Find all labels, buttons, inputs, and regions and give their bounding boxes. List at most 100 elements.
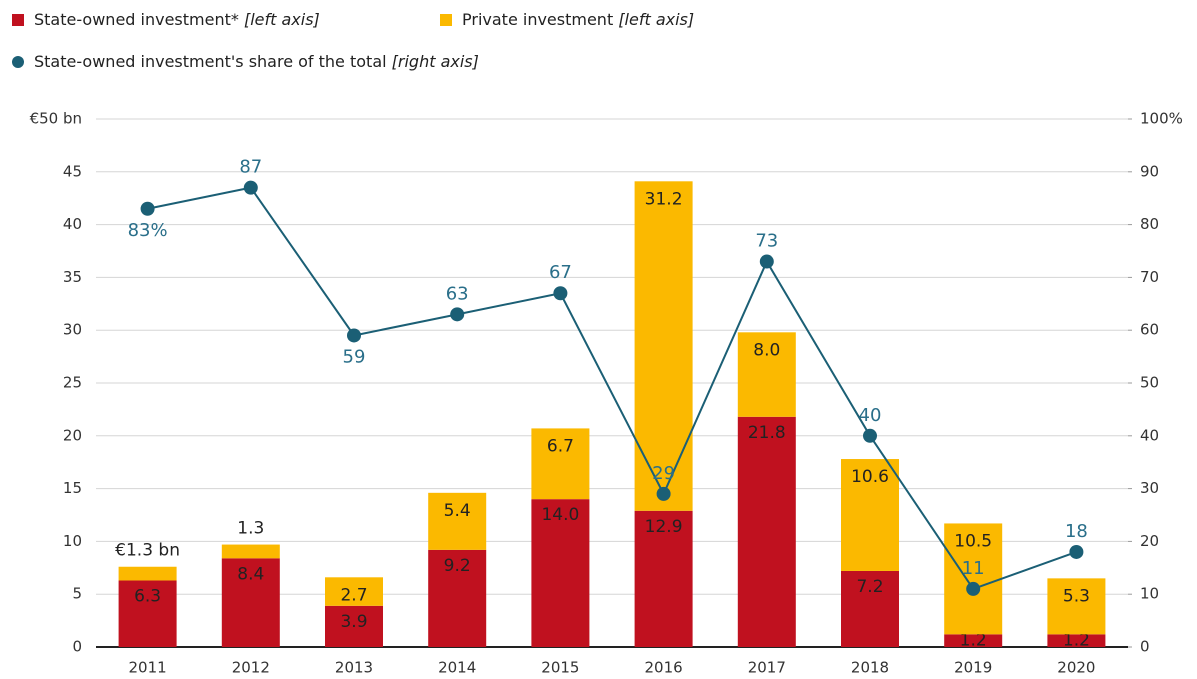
bar-segment [944,523,1003,635]
bar-segment [531,428,590,500]
y-tick-label: €50 bn [30,110,82,128]
x-tick-label: 2017 [748,659,786,677]
share-label: 83% [128,220,168,241]
bar-segment [221,558,280,647]
y-tick-label: 15 [63,479,82,497]
y-tick-label: 35 [63,268,82,286]
value-label: 31.2 [645,189,683,209]
bar-segment [531,499,590,647]
value-label: 5.4 [444,501,471,521]
legend-label: Private investment [left axis] [462,10,694,29]
bar-segment [634,510,693,647]
bar-segment [325,605,383,647]
y2-tick-label: 40 [1140,426,1159,444]
value-label: 12.9 [645,517,683,537]
share-point [966,581,981,596]
bar-segment [634,181,693,511]
y-tick-label: 25 [63,374,82,392]
y-tick-label: 10 [63,532,82,550]
share-label: 87 [239,157,262,178]
bar-segment [118,566,177,581]
x-tick-label: 2015 [541,659,579,677]
share-point [759,254,774,269]
y-tick-label: 45 [63,162,82,180]
share-label: 59 [343,346,366,367]
share-label: 73 [755,231,778,252]
x-tick-label: 2019 [954,659,992,677]
y-tick-label: 30 [63,321,82,339]
share-point [347,328,361,343]
value-label: €1.3 bn [115,541,180,561]
value-label: 7.2 [856,577,883,597]
value-label: 2.7 [340,585,367,605]
bar-segment [944,634,1003,647]
value-label: 9.2 [444,556,471,576]
bar-segment [1047,634,1106,647]
share-point [450,307,465,322]
y-tick-label: 5 [72,585,82,603]
y-tick-label: 0 [72,638,82,656]
share-line [147,186,1077,591]
bar-segment [325,577,383,606]
x-tick-label: 2012 [232,659,270,677]
bar-segment [221,544,280,559]
x-tick-label: 2016 [645,659,683,677]
bar-segment [118,580,177,647]
y-tick-label: 20 [63,426,82,444]
value-label: 6.3 [134,586,161,606]
x-tick-label: 2013 [335,659,373,677]
share-label: 67 [549,262,572,283]
y2-tick-label: 70 [1140,268,1159,286]
x-tick-label: 2018 [851,659,889,677]
value-label: 5.3 [1063,586,1090,606]
share-point [553,286,568,301]
share-point [243,180,258,195]
share-label: 40 [859,405,882,426]
share-point [863,428,877,443]
y2-tick-label: 50 [1140,374,1159,392]
bar-segment [737,332,796,417]
y2-tick-label: 0 [1140,638,1150,656]
share-label: 29 [652,463,675,484]
share-point [656,486,671,501]
y2-tick-label: 30 [1140,479,1159,497]
share-label: 18 [1065,521,1088,542]
y2-tick-label: 100% [1140,110,1183,128]
legend-label: State-owned investment* [left axis] [34,10,320,29]
bar-segment [1047,578,1106,635]
bar-segment [737,416,796,647]
value-label: 10.6 [851,467,889,487]
legend-swatch [12,14,24,26]
bar-segment [428,492,487,550]
value-label: 1.2 [1063,631,1090,651]
value-label: 6.7 [547,436,574,456]
bar-segment [841,570,899,647]
legend-swatch [12,56,24,68]
y-tick-label: 40 [63,215,82,233]
y2-tick-label: 20 [1140,532,1159,550]
y2-tick-label: 90 [1140,162,1159,180]
value-label: 1.3 [237,519,264,539]
value-label: 1.2 [960,631,987,651]
value-label: 14.0 [541,505,579,525]
legend-swatch [440,14,452,26]
value-label: 8.0 [753,340,780,360]
share-point [1069,544,1084,559]
value-label: 21.8 [748,423,786,443]
value-label: 3.9 [340,612,367,632]
bar-segment [428,549,487,647]
y2-tick-label: 60 [1140,321,1159,339]
y2-tick-label: 10 [1140,585,1159,603]
y2-tick-label: 80 [1140,215,1159,233]
value-label: 10.5 [954,531,992,551]
value-label: 8.4 [237,564,264,584]
share-point [140,201,155,216]
legend-label: State-owned investment's share of the to… [34,52,479,71]
x-tick-label: 2020 [1057,659,1095,677]
share-label: 11 [962,558,985,579]
share-label: 63 [446,283,469,304]
x-tick-label: 2011 [129,659,167,677]
x-tick-label: 2014 [438,659,476,677]
bar-segment [841,459,899,571]
